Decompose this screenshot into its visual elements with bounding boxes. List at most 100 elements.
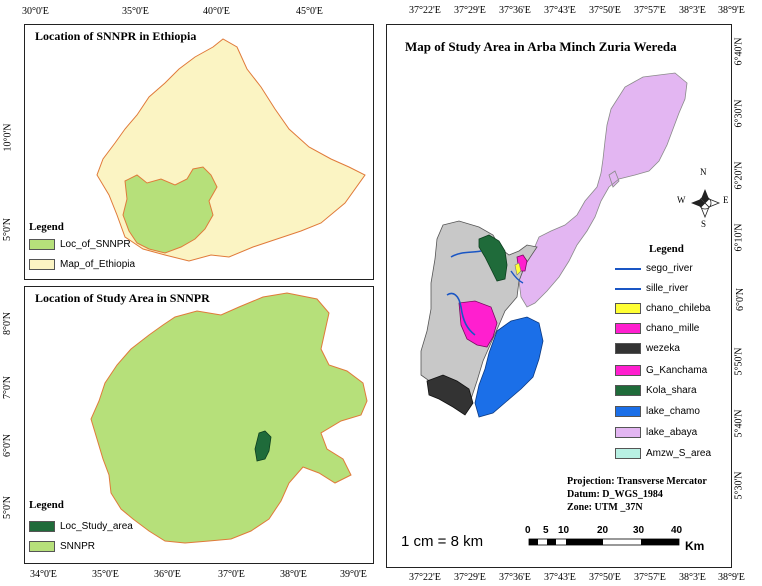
ethiopia-panel-title: Location of SNNPR in Ethiopia [35,29,197,43]
legend-label: sille_river [646,283,689,294]
sego-river-line [450,250,482,258]
tick-top-45e: 45°0'E [296,6,323,17]
study-area-shape [254,430,272,462]
tick-top-30e: 30°0'E [22,6,49,17]
tick-left-8n: 8°0'N [2,311,14,336]
legend-swatch [615,303,641,314]
tick-bottom-38-9e: 38°9'E [718,572,745,583]
tick-right-6-10n: 6°10'N [733,223,745,252]
legend-item-chano-mille: chano_mille [615,323,699,334]
legend-item-kola-shara: Kola_shara [615,385,697,396]
study-area-map-panel: Map of Study Area in Arba Minch Zuria We… [386,24,732,568]
legend-swatch [615,448,641,459]
tick-top-37-29e: 37°29'E [454,5,486,16]
legend-item-loc-of-snnpr: Loc_of_SNNPR [29,239,131,250]
tick-right-6-30n: 6°30'N [733,99,745,128]
tick-bottom-37-36e: 37°36'E [499,572,531,583]
tick-bottom-37-29e: 37°29'E [454,572,486,583]
legend-swatch [29,521,55,532]
snnpr-legend-title: Legend [29,499,64,511]
tick-top-37-43e: 37°43'E [544,5,576,16]
chano-mille-shape [458,300,498,348]
scale-label-30: 30 [633,525,645,536]
tick-top-37-36e: 37°36'E [499,5,531,16]
legend-item-snnpr: SNNPR [29,541,95,552]
compass-rose-icon [691,189,721,219]
ethiopia-map-panel: Location of SNNPR in Ethiopia Legend Loc… [24,24,374,280]
legend-swatch [615,365,641,376]
tick-bottom-36e: 36°0'E [154,569,181,580]
kola-shara-shape [478,234,508,282]
tick-right-6-40n: 6°40'N [733,37,745,66]
tick-top-40e: 40°0'E [203,6,230,17]
wezeka-shape [426,374,474,416]
legend-swatch [615,343,641,354]
scale-label-10: 10 [558,525,570,536]
tick-right-6-20n: 6°20'N [733,161,745,190]
legend-label: SNNPR [60,541,96,552]
legend-item-wezeka: wezeka [615,343,680,354]
legend-item-sego-river: sego_river [615,263,693,274]
ethiopia-legend-title: Legend [29,221,64,233]
lake-abaya-shape [518,72,688,308]
legend-item-loc-study-area: Loc_Study_area [29,521,133,532]
legend-swatch [615,323,641,334]
chano-chileba-shape [514,262,522,276]
tick-bottom-37-22e: 37°22'E [409,572,441,583]
scale-label-0: 0 [525,525,531,536]
scale-label-40: 40 [671,525,683,536]
tick-bottom-37-50e: 37°50'E [589,572,621,583]
scale-bar [528,538,680,546]
tick-top-37-57e: 37°57'E [634,5,666,16]
tick-bottom-37-57e: 37°57'E [634,572,666,583]
legend-label: wezeka [646,343,680,354]
legend-swatch [615,385,641,396]
tick-left-5n-b: 5°0'N [2,495,14,520]
legend-label: G_Kanchama [646,365,708,376]
tick-top-37-22e: 37°22'E [409,5,441,16]
tick-right-5-50n: 5°50'N [733,347,745,376]
snnpr-map-panel: Location of Study Area in SNNPR Legend L… [24,286,374,564]
legend-label: Loc_of_SNNPR [60,239,131,250]
legend-label: Amzw_S_area [646,448,712,459]
tick-left-7n: 7°0'N [2,375,14,400]
tick-top-38-3e: 38°3'E [679,5,706,16]
legend-swatch [615,427,641,438]
tick-bottom-34e: 34°0'E [30,569,57,580]
legend-line-swatch [615,287,641,290]
datum-line: Datum: D_WGS_1984 [567,489,663,500]
tick-left-10n: 10°0'N [2,123,14,152]
ethiopia-map [96,38,366,262]
study-area-title: Map of Study Area in Arba Minch Zuria We… [405,39,677,54]
legend-item-chano-chileba: chano_chileba [615,303,711,314]
tick-left-5n: 5°0'N [2,217,14,242]
snnpr-shape [90,292,368,544]
legend-item-lake-chamo: lake_chamo [615,406,700,417]
study-area-map [420,72,721,546]
tick-bottom-37-43e: 37°43'E [544,572,576,583]
legend-swatch [29,541,55,552]
tick-bottom-35e: 35°0'E [92,569,119,580]
legend-label: lake_chamo [646,406,700,417]
tick-top-38-9e: 38°9'E [718,5,745,16]
legend-label: lake_abaya [646,427,698,438]
scale-label-20: 20 [597,525,609,536]
compass-s-label: S [701,219,707,229]
legend-item-sille-river: sille_river [615,283,688,294]
tick-bottom-39e: 39°0'E [340,569,367,580]
legend-label: Map_of_Ethiopia [60,259,136,270]
river-east-line [510,270,524,284]
tick-right-5-40n: 5°40'N [733,409,745,438]
scale-label-5: 5 [543,525,549,536]
legend-label: Kola_shara [646,385,697,396]
tick-top-37-50e: 37°50'E [589,5,621,16]
tick-bottom-38-3e: 38°3'E [679,572,706,583]
legend-swatch [29,239,55,250]
legend-swatch [29,259,55,270]
tick-bottom-37e: 37°0'E [218,569,245,580]
compass-e-label: E [723,195,729,205]
legend-item-map-of-ethiopia: Map_of_Ethiopia [29,259,135,270]
tick-right-6-0n: 6°0'N [735,287,747,312]
snnpr-map [90,292,368,544]
legend-label: chano_mille [646,323,700,334]
